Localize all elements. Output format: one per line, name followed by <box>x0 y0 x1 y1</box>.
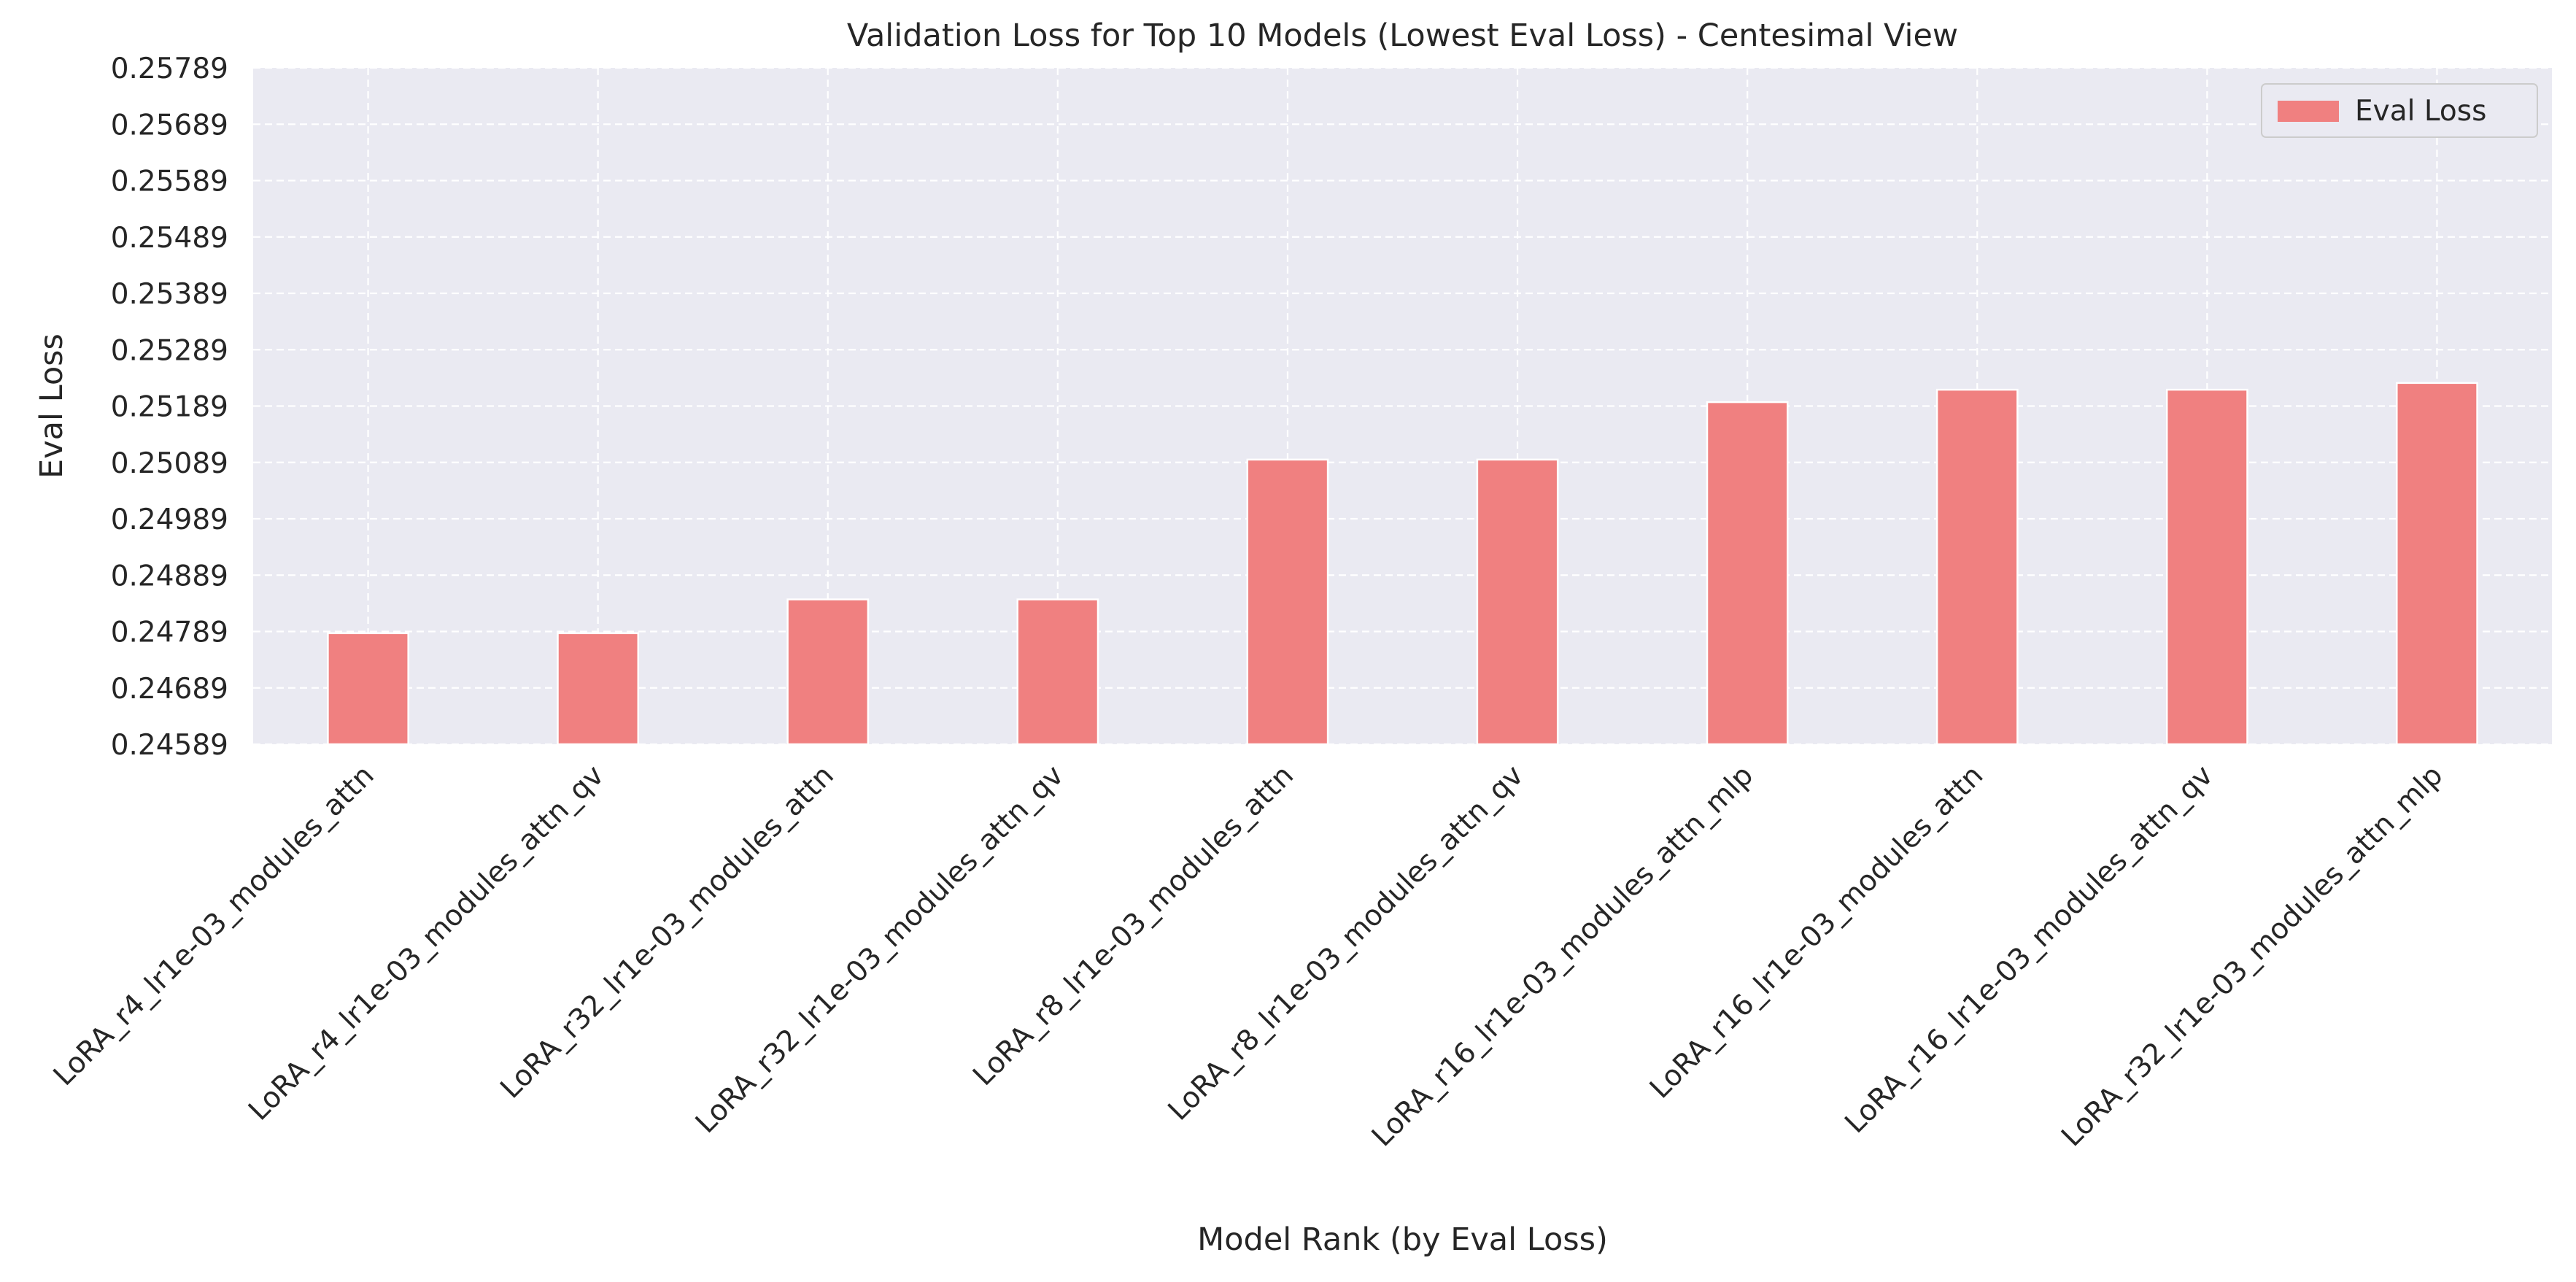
y-axis-ticks: 0.24589 0.24689 0.24789 0.24889 0.24989 0.250… <box>111 53 228 762</box>
y-tick-label: 0.25789 <box>111 53 228 85</box>
legend-label: Eval Loss <box>2355 95 2486 128</box>
x-tick-label: LoRA_r4_lr1e-03_modules_attn_qv <box>242 759 610 1127</box>
bar <box>1246 458 1329 746</box>
x-tick-label: LoRA_r16_lr1e-03_modules_attn_qv <box>1838 759 2219 1140</box>
bar <box>1935 388 2019 746</box>
legend-swatch <box>2278 101 2339 122</box>
y-tick-label: 0.25189 <box>111 391 228 424</box>
bar <box>557 632 640 746</box>
y-tick-label: 0.25389 <box>111 278 228 311</box>
bar <box>2165 388 2248 746</box>
y-tick-label: 0.25689 <box>111 109 228 142</box>
bar <box>1476 458 1559 746</box>
x-tick-label: LoRA_r32_lr1e-03_modules_attn_qv <box>689 759 1070 1140</box>
bar <box>327 632 409 746</box>
bar <box>1706 401 1789 746</box>
y-tick-label: 0.24589 <box>111 729 228 762</box>
bar <box>2396 382 2478 746</box>
y-tick-label: 0.25289 <box>111 334 228 367</box>
bar <box>786 598 870 746</box>
y-tick-label: 0.25589 <box>111 166 228 198</box>
legend-box <box>2261 83 2538 138</box>
y-tick-label: 0.24789 <box>111 617 228 649</box>
x-tick-label: LoRA_r32_lr1e-03_modules_attn_mlp <box>2055 759 2449 1153</box>
y-tick-label: 0.25489 <box>111 222 228 255</box>
x-tick-label: LoRA_r16_lr1e-03_modules_attn_mlp <box>1366 759 1760 1153</box>
x-axis-ticks: LoRA_r4_lr1e-03_modules_attnLoRA_r4_lr1e… <box>47 759 2450 1153</box>
chart-title: Validation Loss for Top 10 Models (Lowes… <box>847 18 1958 54</box>
x-axis-label: Model Rank (by Eval Loss) <box>1197 1221 1608 1258</box>
y-tick-label: 0.24989 <box>111 503 228 536</box>
x-tick-label: LoRA_r8_lr1e-03_modules_attn_qv <box>1162 759 1530 1127</box>
y-tick-label: 0.25089 <box>111 447 228 480</box>
bars <box>327 382 2478 746</box>
y-axis-label: Eval Loss <box>34 333 70 479</box>
y-tick-label: 0.24689 <box>111 673 228 706</box>
legend: Eval Loss <box>2261 83 2538 138</box>
bar <box>1016 598 1099 746</box>
y-tick-label: 0.24889 <box>111 560 228 592</box>
